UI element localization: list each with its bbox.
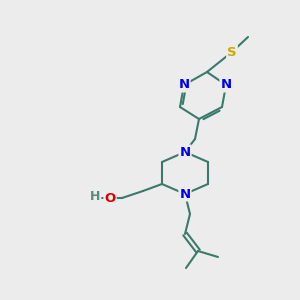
Text: N: N	[179, 146, 191, 158]
Text: N: N	[179, 188, 191, 200]
Text: S: S	[227, 46, 237, 59]
Text: N: N	[178, 79, 190, 92]
Text: H: H	[90, 190, 100, 202]
Text: N: N	[220, 79, 232, 92]
Text: O: O	[104, 191, 116, 205]
